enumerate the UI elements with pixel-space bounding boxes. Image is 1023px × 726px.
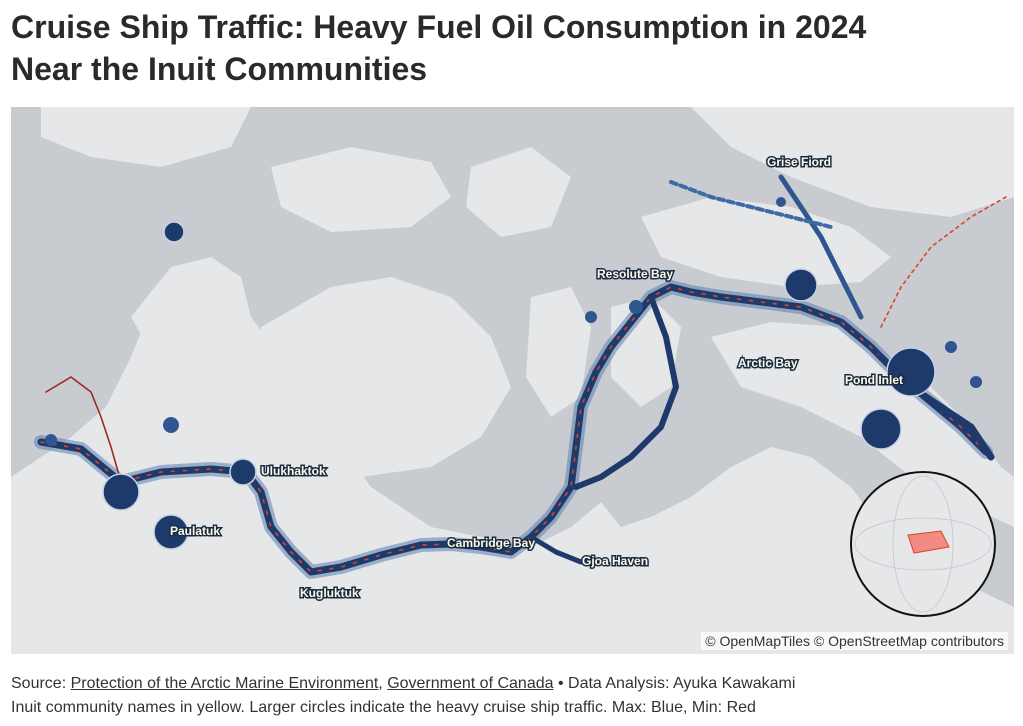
source-link-government[interactable]: Government of Canada (387, 675, 554, 692)
chart-title: Cruise Ship Traffic: Heavy Fuel Oil Cons… (11, 6, 1011, 90)
title-line-2: Near the Inuit Communities (11, 51, 428, 87)
analysis-credit: • Data Analysis: Ayuka Kawakami (553, 675, 796, 692)
title-line-1: Cruise Ship Traffic: Heavy Fuel Oil Cons… (11, 9, 867, 45)
island-devon (641, 197, 891, 287)
island-prince-of-wales (526, 287, 591, 417)
traffic-circles (45, 197, 982, 550)
source-link-pame[interactable]: Protection of the Arctic Marine Environm… (70, 675, 379, 692)
route-layer (34, 174, 1007, 579)
community-labels: Grise Fiord Resolute Bay Arctic Bay Pond… (169, 154, 905, 602)
route-resolute-loop (573, 294, 679, 490)
island-north (41, 107, 251, 167)
island-victoria (261, 277, 511, 477)
legend-note: Inuit community names in yellow. Larger … (11, 699, 756, 716)
island-ellesmere (691, 107, 1014, 217)
traffic-circle-small-4 (970, 376, 982, 388)
source-line: Source: Protection of the Arctic Marine … (11, 672, 1011, 696)
traffic-circle-north-west (163, 221, 185, 243)
map-svg: Grise Fiord Resolute Bay Arctic Bay Pond… (11, 107, 1014, 654)
route-north-spur (669, 180, 833, 229)
map-attribution: © OpenMapTiles © OpenStreetMap contribut… (701, 632, 1008, 650)
island-melville (271, 147, 451, 232)
inset-highlight (907, 530, 950, 554)
footer: Source: Protection of the Arctic Marine … (11, 672, 1011, 720)
route-gjoa (528, 534, 584, 565)
island-bathurst (466, 147, 571, 237)
label-resolute-bay: Resolute Bay (597, 267, 673, 281)
label-ulukhaktok: Ulukhaktok (261, 464, 326, 478)
source-separator: , (378, 675, 388, 692)
traffic-circle-west (102, 473, 140, 511)
label-kugluktuk: Kugluktuk (300, 586, 359, 600)
route-west-red (45, 376, 122, 483)
mainland (11, 282, 1014, 654)
traffic-circle-small-2 (629, 300, 643, 314)
land-layer (11, 107, 1014, 654)
traffic-circle-small-5 (585, 311, 597, 323)
map-canvas[interactable]: Grise Fiord Resolute Bay Arctic Bay Pond… (11, 107, 1014, 654)
label-gjoa-haven: Gjoa Haven (582, 554, 648, 568)
traffic-circle-pond-inlet (886, 347, 936, 397)
traffic-circle-resolute (784, 268, 818, 302)
route-east-spur (880, 196, 1007, 328)
traffic-circle-ulukhaktok (229, 458, 257, 486)
traffic-circle-small-3 (945, 341, 957, 353)
traffic-circle-pond-south (860, 408, 902, 450)
label-pond-inlet: Pond Inlet (845, 373, 903, 387)
traffic-circle-small-6 (45, 434, 57, 446)
route-main-red-dashes (40, 286, 987, 573)
label-cambridge-bay: Cambridge Bay (447, 536, 535, 550)
label-arctic-bay: Arctic Bay (738, 356, 798, 370)
inset-globe (850, 471, 996, 617)
traffic-circle-small-7 (776, 197, 786, 207)
island-banks (131, 257, 251, 367)
label-paulatuk: Paulatuk (170, 524, 220, 538)
label-grise-fiord: Grise Fiord (767, 155, 831, 169)
traffic-circle-small-1 (163, 417, 179, 433)
route-grise (778, 174, 864, 320)
traffic-circle-paulatuk (153, 514, 189, 550)
source-prefix: Source: (11, 675, 71, 692)
